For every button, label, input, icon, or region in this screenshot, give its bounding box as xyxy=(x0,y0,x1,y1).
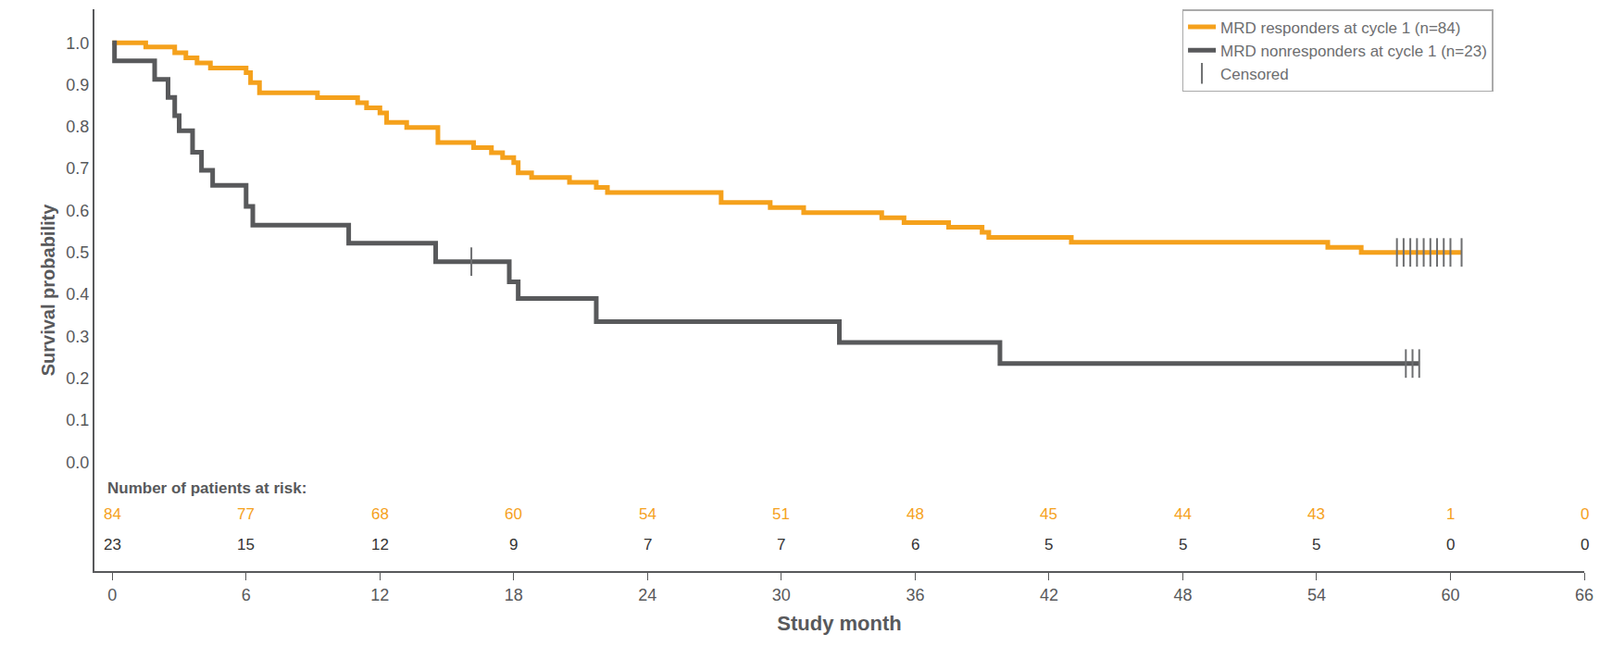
svg-text:1: 1 xyxy=(1446,505,1455,524)
svg-text:36: 36 xyxy=(905,586,925,605)
svg-text:24: 24 xyxy=(637,586,657,605)
svg-text:45: 45 xyxy=(1039,505,1058,524)
svg-text:54: 54 xyxy=(638,505,657,524)
svg-text:6: 6 xyxy=(911,536,920,554)
svg-text:44: 44 xyxy=(1174,505,1192,524)
svg-text:30: 30 xyxy=(772,586,791,605)
svg-text:0.2: 0.2 xyxy=(65,369,89,388)
svg-text:5: 5 xyxy=(1044,536,1053,554)
svg-text:77: 77 xyxy=(237,505,255,524)
svg-text:Number of patients at risk:: Number of patients at risk: xyxy=(107,479,307,498)
svg-text:7: 7 xyxy=(643,536,652,554)
svg-text:0: 0 xyxy=(1446,536,1455,554)
svg-text:60: 60 xyxy=(504,505,523,524)
svg-text:0.4: 0.4 xyxy=(65,285,89,304)
svg-text:Censored: Censored xyxy=(1220,65,1289,84)
svg-text:0.3: 0.3 xyxy=(65,327,89,347)
svg-text:23: 23 xyxy=(103,536,122,554)
svg-text:51: 51 xyxy=(772,505,790,524)
svg-text:MRD responders at cycle 1 (n=8: MRD responders at cycle 1 (n=84) xyxy=(1220,19,1461,38)
svg-text:0: 0 xyxy=(1580,536,1589,554)
svg-text:18: 18 xyxy=(504,586,524,605)
svg-text:0: 0 xyxy=(107,586,117,605)
svg-text:MRD nonresponders at cycle 1 (: MRD nonresponders at cycle 1 (n=23) xyxy=(1220,42,1488,61)
svg-text:Study month: Study month xyxy=(776,612,901,636)
svg-text:0.7: 0.7 xyxy=(65,159,89,178)
svg-text:48: 48 xyxy=(1173,586,1192,605)
svg-text:42: 42 xyxy=(1039,586,1059,605)
svg-text:5: 5 xyxy=(1312,536,1321,554)
svg-text:60: 60 xyxy=(1440,586,1460,605)
svg-text:0.5: 0.5 xyxy=(65,243,89,263)
svg-text:0.6: 0.6 xyxy=(65,201,89,221)
svg-text:68: 68 xyxy=(371,505,389,524)
svg-text:9: 9 xyxy=(509,536,518,554)
svg-text:66: 66 xyxy=(1575,586,1594,605)
svg-text:43: 43 xyxy=(1307,505,1325,524)
svg-text:6: 6 xyxy=(241,586,251,605)
svg-text:15: 15 xyxy=(237,536,255,554)
svg-text:0.9: 0.9 xyxy=(65,75,89,95)
svg-text:Survival probability: Survival probability xyxy=(37,203,59,376)
svg-text:5: 5 xyxy=(1178,536,1188,554)
svg-text:1.0: 1.0 xyxy=(65,34,89,53)
svg-text:12: 12 xyxy=(370,586,389,605)
svg-text:12: 12 xyxy=(371,536,389,554)
svg-text:54: 54 xyxy=(1307,586,1326,605)
svg-text:48: 48 xyxy=(906,505,925,524)
svg-text:84: 84 xyxy=(103,505,122,524)
svg-text:0.0: 0.0 xyxy=(65,453,89,473)
svg-text:0.8: 0.8 xyxy=(65,117,89,137)
svg-text:0: 0 xyxy=(1580,505,1589,524)
svg-text:0.1: 0.1 xyxy=(65,411,89,430)
svg-text:7: 7 xyxy=(776,536,786,554)
